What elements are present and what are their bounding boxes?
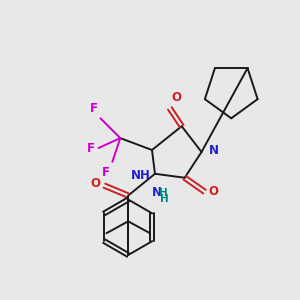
Text: NH: NH: [131, 169, 151, 182]
Text: O: O: [172, 92, 182, 104]
Text: N: N: [208, 143, 218, 157]
Text: N: N: [152, 186, 162, 199]
Text: O: O: [91, 177, 100, 190]
Text: H: H: [159, 188, 168, 198]
Text: F: F: [102, 166, 110, 179]
Text: F: F: [89, 102, 98, 115]
Text: H: H: [160, 194, 169, 204]
Text: O: O: [208, 185, 218, 198]
Text: F: F: [86, 142, 94, 154]
